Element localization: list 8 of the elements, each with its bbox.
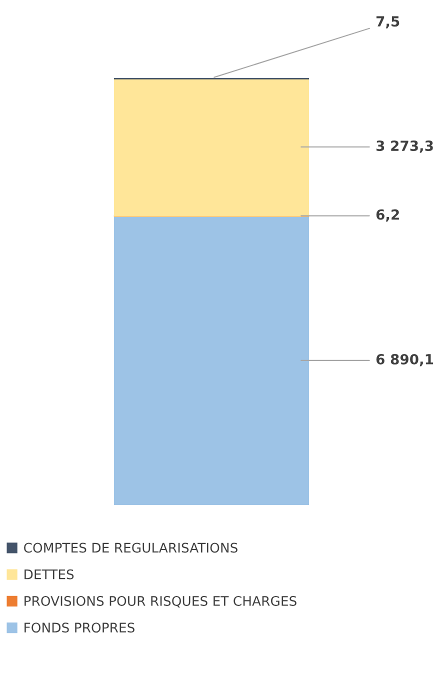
data-label: 3 273,3 bbox=[376, 140, 433, 153]
legend-label: FONDS PROPRES bbox=[24, 622, 134, 633]
legend-label: DETTES bbox=[24, 569, 74, 580]
data-label: 7,5 bbox=[376, 16, 400, 28]
data-label: 6 890,1 bbox=[376, 354, 434, 366]
data-label: 6,2 bbox=[376, 209, 399, 222]
legend-label: COMPTES DE REGULARISATIONS bbox=[24, 542, 238, 553]
legend-label: PROVISIONS POUR RISQUES ET CHARGES bbox=[24, 596, 296, 608]
